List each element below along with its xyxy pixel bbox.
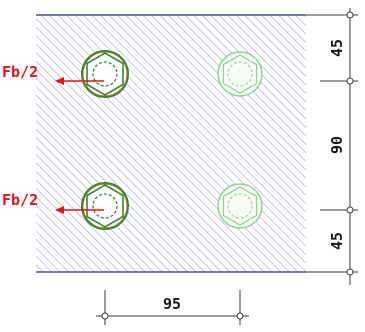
bolt-hexagon-head bbox=[222, 186, 258, 226]
bolt-loaded-top bbox=[81, 50, 129, 98]
dimension-node bbox=[346, 268, 354, 276]
horizontal-dimension: 95 bbox=[96, 290, 249, 325]
force-label: Fb/2 bbox=[2, 191, 38, 209]
dimension-label-top-edge: 45 bbox=[328, 39, 346, 57]
dimension-node bbox=[236, 312, 244, 320]
force-arrow-head bbox=[55, 77, 64, 85]
plate-hatch-fill bbox=[36, 15, 306, 272]
dimension-node bbox=[346, 77, 354, 85]
bolt-loaded-bottom bbox=[81, 182, 129, 230]
vertical-dimension-chain: 45 90 45 bbox=[306, 8, 358, 285]
plate bbox=[36, 14, 306, 273]
bolt-shank-hidden-line bbox=[227, 61, 253, 87]
dimension-node bbox=[346, 11, 354, 19]
force-top: Fb/2 bbox=[2, 63, 104, 85]
bolt-hexagon-head bbox=[222, 54, 258, 94]
dimension-node bbox=[101, 312, 109, 320]
dimension-label-bolt-spacing: 90 bbox=[328, 136, 346, 154]
bolt-passive-bottom bbox=[217, 183, 263, 229]
force-arrow-head bbox=[55, 206, 64, 214]
force-label: Fb/2 bbox=[2, 63, 38, 81]
bolt-hole-outline bbox=[82, 51, 128, 97]
bolt-group bbox=[81, 50, 263, 230]
dimension-label-bottom-edge: 45 bbox=[328, 232, 346, 250]
bolt-hole-outline bbox=[82, 183, 128, 229]
bolt-passive-top bbox=[217, 51, 263, 97]
dimension-node bbox=[346, 206, 354, 214]
bolt-shank-hidden-line bbox=[92, 193, 118, 219]
force-bottom: Fb/2 bbox=[2, 191, 104, 214]
bolt-shank-hidden-line bbox=[92, 61, 118, 87]
bolt-shank-hidden-line bbox=[227, 193, 253, 219]
dimension-label-gauge: 95 bbox=[163, 295, 181, 313]
